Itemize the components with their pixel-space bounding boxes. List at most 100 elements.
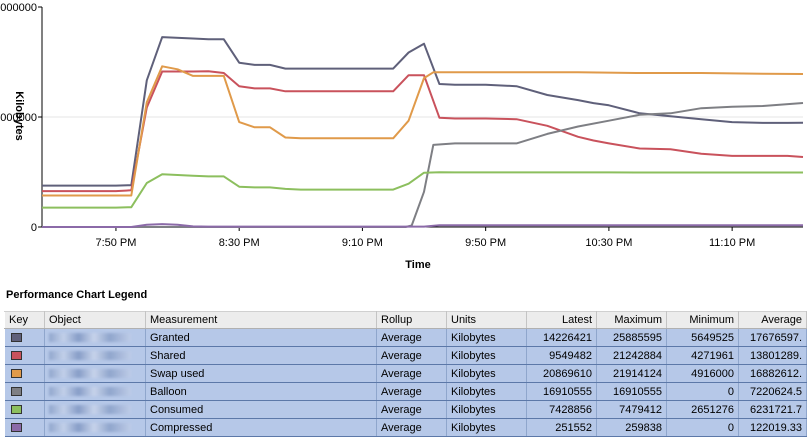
legend-cell-measurement: Shared [145,346,377,365]
legend-cell-measurement: Consumed [145,400,377,419]
series-line-consumed [42,171,803,209]
column-header-rollup[interactable]: Rollup [376,311,447,329]
legend-cell-maximum: 7479412 [596,400,667,419]
legend-cell-units: Kilobytes [446,328,527,347]
legend-cell-minimum: 5649525 [666,328,739,347]
legend-cell-latest: 9549482 [526,346,597,365]
x-tick-label: 9:50 PM [465,237,506,249]
y-axis-label: Kilobytes [13,91,25,141]
x-tick-label: 10:30 PM [585,237,632,249]
legend-row[interactable]: Consumed Average Kilobytes 7428856 7479412 26… [4,400,807,419]
legend-row[interactable]: Shared Average Kilobytes 9549482 21242884 427… [4,346,807,365]
legend-cell-average: 16882612. [738,364,807,383]
legend-cell-units: Kilobytes [446,400,527,419]
legend-cell-units: Kilobytes [446,346,527,365]
color-swatch-icon [10,387,22,397]
redacted-object-name [49,387,131,397]
legend-cell-average: 13801289. [738,346,807,365]
color-swatch-icon [10,369,22,379]
legend-cell-key [4,328,45,347]
series-line-shared [42,70,804,193]
legend-cell-rollup: Average [376,400,447,419]
legend-row[interactable]: Compressed Average Kilobytes 251552 259838 0 1… [4,418,807,437]
column-header-latest[interactable]: Latest [526,311,597,329]
legend-cell-average: 17676597. [738,328,807,347]
column-header-object[interactable]: Object [44,311,146,329]
legend-title: Performance Chart Legend [6,289,148,301]
legend-cell-object [44,400,146,419]
redacted-object-name [49,333,131,343]
legend-cell-object [44,418,146,437]
column-header-average[interactable]: Average [738,311,807,329]
legend-cell-measurement: Swap used [145,364,377,383]
legend-cell-rollup: Average [376,346,447,365]
legend-cell-measurement: Balloon [145,382,377,401]
legend-cell-object [44,346,146,365]
redacted-object-name [49,351,131,361]
x-axis-label: Time [405,259,430,271]
legend-cell-key [4,346,45,365]
legend-cell-average: 122019.33 [738,418,807,437]
legend-row[interactable]: Swap used Average Kilobytes 20869610 2191412… [4,364,807,383]
legend-cell-latest: 14226421 [526,328,597,347]
legend-cell-key [4,418,45,437]
redacted-object-name [49,405,131,415]
plot-area: 0 15000000 30000000 7:50 PM 8:30 PM 9:10 PM 9:… [0,2,804,249]
series-line-swap-used [42,65,804,197]
legend-row[interactable]: Granted Average Kilobytes 14226421 25885595 5… [4,328,807,347]
legend-cell-minimum: 0 [666,418,739,437]
y-tick-label: 15000000 [0,112,37,124]
legend-cell-average: 7220624.5 [738,382,807,401]
legend-cell-measurement: Granted [145,328,377,347]
legend-row[interactable]: Balloon Average Kilobytes 16910555 16910555 0… [4,382,807,401]
legend-cell-rollup: Average [376,382,447,401]
y-tick-label: 30000000 [0,2,37,14]
legend-cell-units: Kilobytes [446,382,527,401]
legend-cell-key [4,382,45,401]
x-tick-label: 7:50 PM [95,237,136,249]
legend-cell-minimum: 2651276 [666,400,739,419]
column-header-maximum[interactable]: Maximum [596,311,667,329]
legend-cell-maximum: 21914124 [596,364,667,383]
column-header-measurement[interactable]: Measurement [145,311,377,329]
legend-cell-measurement: Compressed [145,418,377,437]
legend-cell-latest: 16910555 [526,382,597,401]
column-header-key[interactable]: Key [4,311,45,329]
legend-table: Key Object Measurement Rollup Units Late… [4,311,807,437]
legend-cell-key [4,364,45,383]
legend-cell-rollup: Average [376,418,447,437]
legend-cell-maximum: 16910555 [596,382,667,401]
legend-cell-minimum: 0 [666,382,739,401]
legend-cell-minimum: 4916000 [666,364,739,383]
legend-cell-latest: 251552 [526,418,597,437]
column-header-units[interactable]: Units [446,311,527,329]
legend-cell-units: Kilobytes [446,364,527,383]
series-line-compressed [42,223,803,228]
x-tick-label: 8:30 PM [219,237,260,249]
legend-cell-object [44,382,146,401]
color-swatch-icon [10,405,22,415]
legend-cell-maximum: 21242884 [596,346,667,365]
legend-cell-latest: 7428856 [526,400,597,419]
legend-cell-average: 6231721.7 [738,400,807,419]
color-swatch-icon [10,423,22,433]
redacted-object-name [49,369,131,379]
legend-cell-minimum: 4271961 [666,346,739,365]
legend-cell-maximum: 259838 [596,418,667,437]
x-tick-label: 9:10 PM [342,237,383,249]
x-tick-label: 11:10 PM [709,237,755,249]
legend-cell-rollup: Average [376,364,447,383]
legend-cell-key [4,400,45,419]
legend-cell-rollup: Average [376,328,447,347]
series-line-balloon [42,102,804,228]
legend-cell-maximum: 25885595 [596,328,667,347]
redacted-object-name [49,423,131,433]
color-swatch-icon [10,333,22,343]
legend-cell-object [44,328,146,347]
color-swatch-icon [10,351,22,361]
performance-chart: 0 15000000 30000000 7:50 PM 8:30 PM 9:10 PM 9:… [0,2,804,271]
legend-cell-object [44,364,146,383]
legend-cell-latest: 20869610 [526,364,597,383]
legend-cell-units: Kilobytes [446,418,527,437]
column-header-minimum[interactable]: Minimum [666,311,739,329]
